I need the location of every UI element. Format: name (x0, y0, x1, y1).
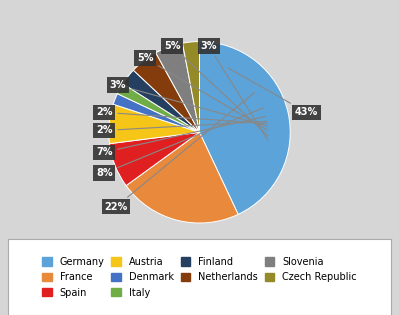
Text: 5%: 5% (137, 53, 268, 130)
Wedge shape (200, 42, 290, 215)
Wedge shape (113, 94, 200, 132)
Wedge shape (109, 132, 200, 186)
Text: 2%: 2% (96, 121, 267, 135)
Text: 43%: 43% (228, 68, 318, 117)
Wedge shape (156, 43, 200, 132)
Wedge shape (133, 53, 200, 132)
Text: 3%: 3% (110, 80, 267, 126)
Text: 5%: 5% (164, 41, 268, 136)
Text: 7%: 7% (96, 116, 266, 157)
Text: 8%: 8% (96, 108, 263, 178)
Wedge shape (117, 84, 200, 132)
Legend: Germany, France, Spain, Austria, Denmark, Italy, Finland, Netherlands, Slovenia,: Germany, France, Spain, Austria, Denmark… (37, 252, 362, 302)
Wedge shape (126, 132, 238, 223)
Text: 3%: 3% (200, 41, 268, 140)
Text: 22%: 22% (105, 93, 255, 212)
Wedge shape (109, 104, 200, 144)
Wedge shape (182, 42, 200, 132)
Wedge shape (123, 70, 200, 132)
Text: 2%: 2% (96, 107, 267, 123)
